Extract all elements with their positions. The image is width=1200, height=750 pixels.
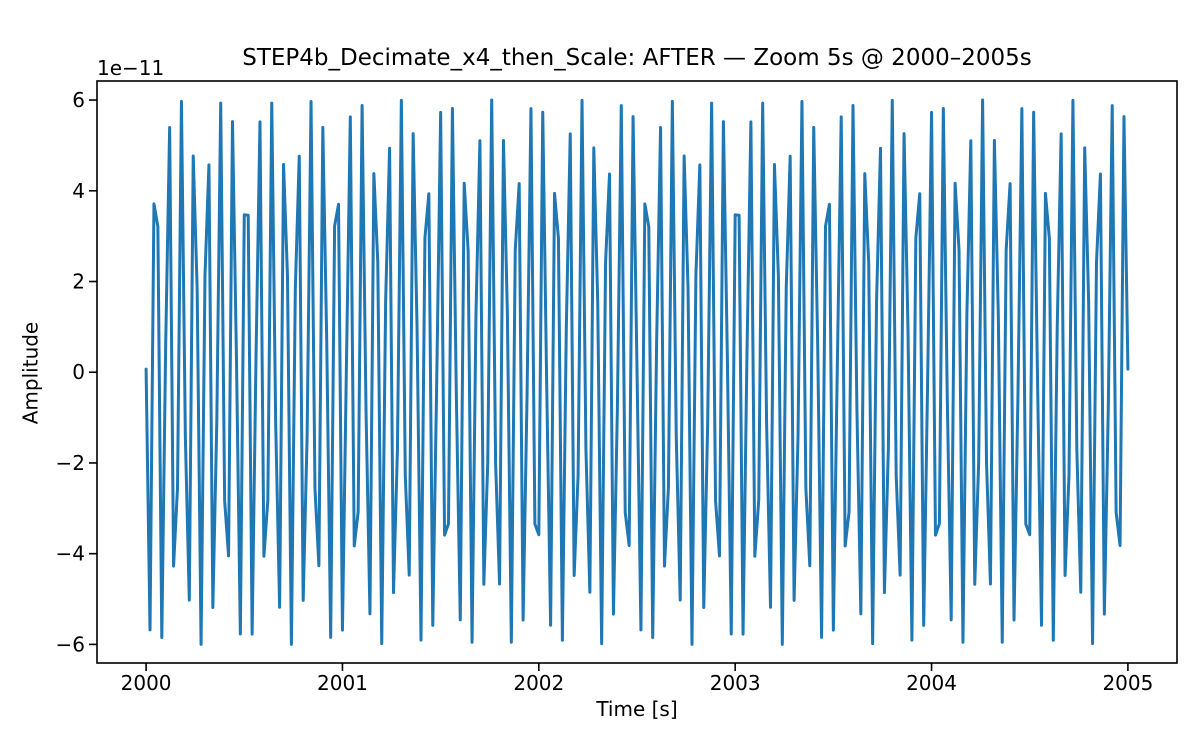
x-tick-label: 2002 (513, 671, 564, 695)
y-tick-label: −4 (56, 542, 85, 566)
x-axis-label: Time [s] (596, 697, 678, 721)
y-tick-label: 6 (72, 88, 85, 112)
x-tick-label: 2005 (1102, 671, 1153, 695)
signal-line-series (144, 98, 1130, 646)
y-axis-label-container: Amplitude (8, 0, 52, 746)
y-tick-label: 2 (72, 270, 85, 294)
y-tick-label: −6 (56, 632, 85, 656)
y-axis-label: Amplitude (18, 321, 42, 425)
y-tick-label: −2 (56, 451, 85, 475)
y-axis-offset-label: 1e−11 (97, 56, 165, 80)
x-tick-label: 2003 (710, 671, 761, 695)
x-tick-label: 2000 (121, 671, 172, 695)
y-tick-label: 4 (72, 179, 85, 203)
y-tick-label: 0 (72, 360, 85, 384)
x-tick-label: 2004 (906, 671, 957, 695)
x-tick-label: 2001 (317, 671, 368, 695)
chart-title: STEP4b_Decimate_x4_then_Scale: AFTER — Z… (242, 45, 1032, 71)
